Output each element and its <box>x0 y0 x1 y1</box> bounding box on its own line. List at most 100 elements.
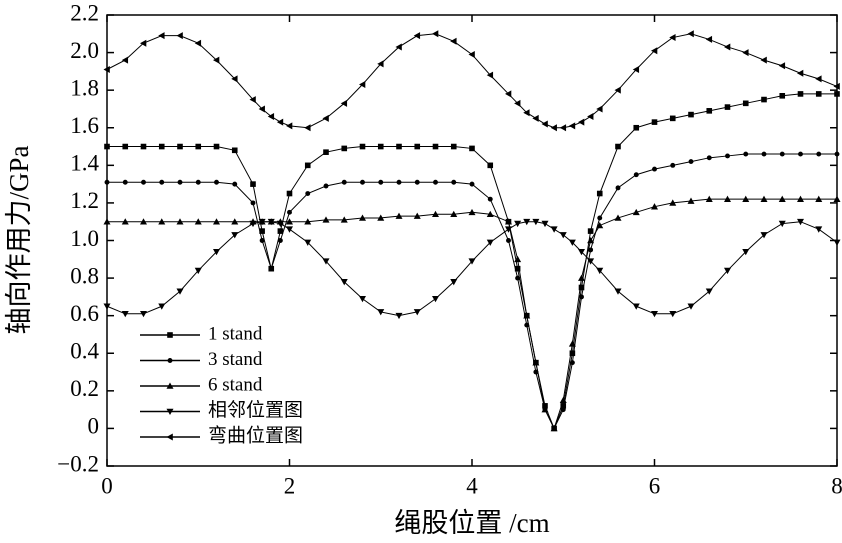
marker <box>176 288 184 295</box>
marker <box>514 220 522 228</box>
marker <box>249 220 257 228</box>
marker <box>340 279 348 286</box>
marker <box>550 226 558 233</box>
marker <box>177 179 183 185</box>
y-tick-label: 2.2 <box>70 0 99 25</box>
marker <box>121 218 129 225</box>
marker <box>231 232 239 239</box>
marker <box>560 407 566 413</box>
marker <box>669 199 677 206</box>
marker <box>377 214 385 221</box>
marker <box>761 96 767 103</box>
marker <box>414 179 420 185</box>
marker <box>140 310 147 318</box>
marker <box>587 258 595 265</box>
y-tick-label: 1.6 <box>70 113 99 138</box>
y-axis-label: 轴向作用力/GPa <box>4 145 34 334</box>
marker <box>213 56 220 64</box>
marker <box>505 90 512 98</box>
marker <box>340 216 348 223</box>
series-line <box>107 153 837 430</box>
marker <box>761 151 767 157</box>
marker <box>724 104 731 110</box>
marker <box>159 179 165 185</box>
marker <box>468 258 476 265</box>
marker <box>451 179 457 185</box>
marker <box>614 288 622 295</box>
marker <box>778 62 786 70</box>
marker <box>706 108 713 114</box>
marker <box>395 312 403 320</box>
marker <box>670 162 676 168</box>
marker <box>194 218 202 225</box>
marker <box>505 226 512 233</box>
y-tick-label: 1.4 <box>70 151 99 176</box>
marker <box>231 147 238 154</box>
marker <box>568 340 576 347</box>
marker <box>587 112 594 120</box>
marker <box>541 406 549 413</box>
marker <box>395 212 403 219</box>
marker <box>322 114 329 122</box>
marker <box>276 118 284 126</box>
marker <box>195 143 202 150</box>
marker <box>742 100 749 107</box>
marker <box>468 208 476 216</box>
marker <box>176 218 184 225</box>
x-tick-label: 4 <box>466 473 478 498</box>
marker <box>633 124 640 131</box>
marker <box>267 112 275 120</box>
marker <box>359 143 366 150</box>
marker <box>194 267 202 275</box>
marker <box>578 274 585 281</box>
marker <box>651 310 658 318</box>
marker <box>140 218 147 225</box>
marker <box>177 143 183 150</box>
marker <box>542 403 548 409</box>
marker <box>158 303 166 310</box>
marker <box>140 143 147 150</box>
marker <box>468 50 475 58</box>
legend-label: 相邻位置图 <box>208 399 303 421</box>
marker <box>287 209 292 215</box>
marker <box>432 295 439 303</box>
y-tick-label: 1.0 <box>70 226 99 251</box>
marker <box>277 228 284 234</box>
marker <box>778 220 786 228</box>
marker <box>633 172 639 178</box>
marker <box>268 266 274 272</box>
marker <box>779 93 786 99</box>
marker <box>523 109 530 117</box>
marker <box>687 197 695 204</box>
marker <box>286 190 293 197</box>
marker <box>258 105 265 113</box>
marker <box>213 248 220 256</box>
marker <box>413 32 421 40</box>
series-line <box>107 93 837 430</box>
marker <box>450 37 457 45</box>
marker <box>450 210 458 217</box>
marker <box>104 143 110 150</box>
marker <box>651 47 658 55</box>
marker <box>377 309 385 316</box>
marker <box>560 403 567 409</box>
marker <box>213 143 220 150</box>
marker <box>760 56 767 64</box>
marker <box>833 239 841 246</box>
marker <box>559 396 567 404</box>
marker <box>121 310 129 318</box>
marker <box>396 143 402 150</box>
marker <box>103 303 111 310</box>
marker <box>578 284 585 291</box>
marker <box>506 238 511 243</box>
marker <box>797 69 804 77</box>
marker <box>596 221 604 229</box>
marker <box>596 190 603 197</box>
marker <box>705 35 713 43</box>
marker <box>166 433 173 441</box>
marker <box>615 143 621 150</box>
marker <box>231 218 239 225</box>
legend-label: 弯曲位置图 <box>208 424 303 446</box>
y-tick-label: 2.0 <box>70 38 99 63</box>
marker <box>103 218 111 225</box>
